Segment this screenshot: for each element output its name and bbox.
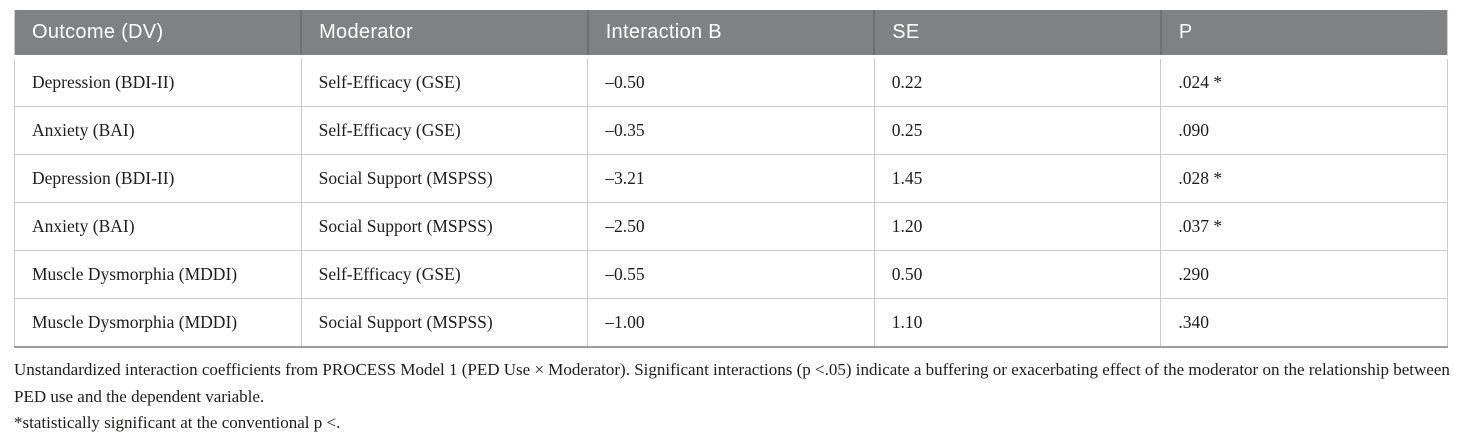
- cell-interaction-b: –3.21: [587, 154, 875, 203]
- column-header-moderator: Moderator: [300, 10, 588, 59]
- cell-p: .090: [1160, 106, 1448, 155]
- cell-moderator: Social Support (MSPSS): [300, 202, 588, 251]
- cell-outcome: Depression (BDI-II): [14, 57, 302, 107]
- table-row: Depression (BDI-II) Self-Efficacy (GSE) …: [14, 57, 1448, 107]
- cell-se: 1.45: [873, 154, 1161, 203]
- cell-moderator: Social Support (MSPSS): [300, 154, 588, 203]
- cell-outcome: Anxiety (BAI): [14, 106, 302, 155]
- cell-interaction-b: –0.35: [587, 106, 875, 155]
- moderation-results-table: Outcome (DV) Moderator Interaction B SE …: [14, 10, 1448, 348]
- column-header-p: P: [1159, 10, 1448, 59]
- cell-se: 0.50: [873, 250, 1161, 299]
- cell-moderator: Self-Efficacy (GSE): [300, 57, 588, 107]
- table-row: Muscle Dysmorphia (MDDI) Self-Efficacy (…: [14, 250, 1448, 299]
- cell-moderator: Self-Efficacy (GSE): [300, 250, 588, 299]
- cell-moderator: Social Support (MSPSS): [300, 298, 588, 347]
- cell-se: 0.22: [873, 57, 1161, 107]
- cell-p: .024 *: [1160, 57, 1448, 107]
- cell-p: .028 *: [1160, 154, 1448, 203]
- cell-se: 1.20: [873, 202, 1161, 251]
- cell-outcome: Muscle Dysmorphia (MDDI): [14, 298, 302, 347]
- cell-interaction-b: –0.50: [587, 57, 875, 107]
- cell-interaction-b: –0.55: [587, 250, 875, 299]
- cell-interaction-b: –2.50: [587, 202, 875, 251]
- column-header-se: SE: [873, 10, 1161, 59]
- cell-p: .037 *: [1160, 202, 1448, 251]
- column-header-outcome: Outcome (DV): [14, 10, 302, 59]
- cell-outcome: Muscle Dysmorphia (MDDI): [14, 250, 302, 299]
- cell-se: 1.10: [873, 298, 1161, 347]
- table-row: Anxiety (BAI) Social Support (MSPSS) –2.…: [14, 202, 1448, 251]
- cell-outcome: Depression (BDI-II): [14, 154, 302, 203]
- cell-se: 0.25: [873, 106, 1161, 155]
- cell-p: .340: [1160, 298, 1448, 347]
- table-row: Muscle Dysmorphia (MDDI) Social Support …: [14, 298, 1448, 347]
- cell-moderator: Self-Efficacy (GSE): [300, 106, 588, 155]
- cell-outcome: Anxiety (BAI): [14, 202, 302, 251]
- table-row: Anxiety (BAI) Self-Efficacy (GSE) –0.35 …: [14, 106, 1448, 155]
- table-note-general: Unstandardized interaction coefficients …: [14, 360, 1450, 406]
- table-notes: Unstandardized interaction coefficients …: [14, 357, 1460, 437]
- column-header-interaction-b: Interaction B: [586, 10, 875, 59]
- header-row: Outcome (DV) Moderator Interaction B SE …: [14, 10, 1448, 59]
- table-row: Depression (BDI-II) Social Support (MSPS…: [14, 154, 1448, 203]
- cell-p: .290: [1160, 250, 1448, 299]
- cell-interaction-b: –1.00: [587, 298, 875, 347]
- table-note-significance: *statistically significant at the conven…: [14, 413, 341, 432]
